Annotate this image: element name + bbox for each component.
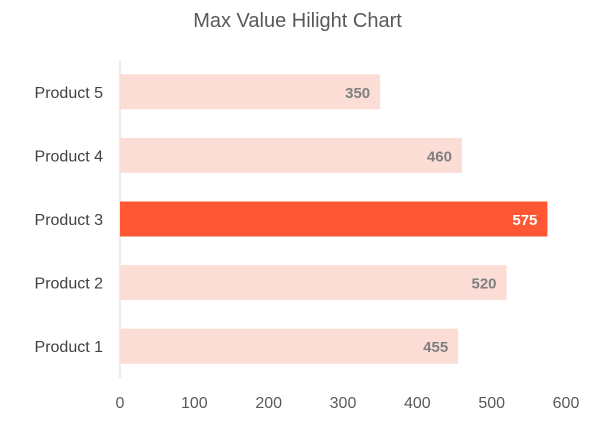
x-tick-label: 0 bbox=[116, 395, 125, 412]
category-label: Product 4 bbox=[35, 148, 104, 165]
data-label: 455 bbox=[423, 339, 448, 356]
category-label: Product 2 bbox=[35, 276, 104, 293]
x-tick-label: 100 bbox=[181, 395, 208, 412]
bar-product-5 bbox=[120, 74, 381, 110]
bar-product-1 bbox=[120, 328, 459, 364]
x-tick-label: 200 bbox=[255, 395, 282, 412]
bar-product-3 bbox=[120, 201, 548, 237]
x-tick-label: 300 bbox=[330, 395, 357, 412]
category-label: Product 5 bbox=[35, 85, 104, 102]
data-label: 520 bbox=[472, 276, 497, 293]
bar-product-4 bbox=[120, 137, 462, 173]
category-label: Product 3 bbox=[35, 212, 104, 229]
chart-title: Max Value Hilight Chart bbox=[193, 10, 402, 32]
x-tick-label: 600 bbox=[553, 395, 580, 412]
data-label: 460 bbox=[427, 148, 452, 165]
data-label: 350 bbox=[345, 85, 370, 102]
bar-product-2 bbox=[120, 265, 507, 301]
data-label: 575 bbox=[512, 212, 537, 229]
x-tick-label: 400 bbox=[404, 395, 431, 412]
category-label: Product 1 bbox=[35, 339, 104, 356]
x-tick-label: 500 bbox=[478, 395, 505, 412]
